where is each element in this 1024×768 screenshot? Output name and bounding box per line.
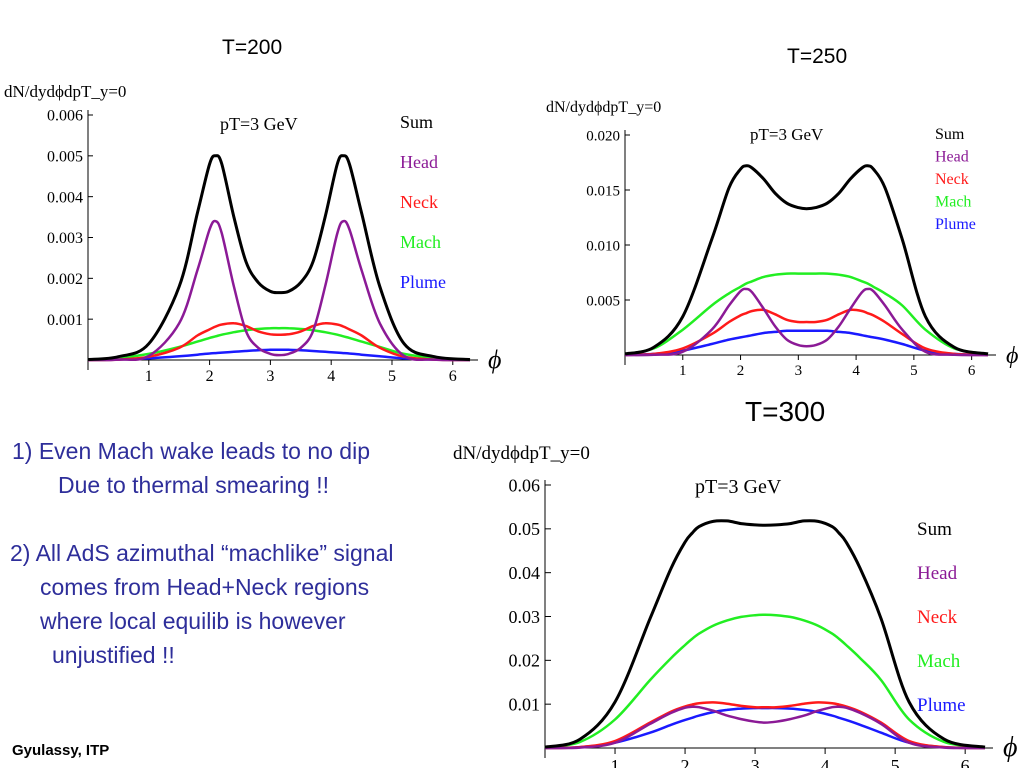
x-tick-label: 6: [449, 368, 457, 385]
legend-entry-sum: Sum: [917, 519, 952, 540]
series-line-sum: [624, 164, 989, 356]
series-line-neck: [624, 308, 989, 357]
legend-entry-head: Head: [917, 563, 958, 584]
chart-t250: 1 2 3 4 5 6 0.005 0.010 0.015 0.020 dN/dydϕdpT_y=0…: [546, 99, 1018, 379]
x-tick-label: 5: [910, 363, 918, 379]
x-tick-label: 3: [266, 368, 274, 385]
x-tick-label: 3: [751, 756, 760, 768]
x-tick-label: 2: [681, 756, 690, 768]
y-tick-label: 0.003: [47, 230, 83, 247]
y-tick-label: 0.01: [509, 694, 541, 714]
note-line-3: 2) All AdS azimuthal “machlike” signal: [10, 540, 394, 566]
note-line-5: where local equilib is however: [40, 608, 346, 634]
y-axis-label: dN/dydϕdpT_y=0: [453, 443, 590, 464]
y-tick-label: 0.015: [586, 183, 620, 199]
x-tick-label: 2: [206, 368, 214, 385]
y-tick-label: 0.001: [47, 312, 83, 329]
x-axis-label: ϕ: [1003, 732, 1018, 763]
x-tick-label: 5: [388, 368, 396, 385]
series-line-plume: [624, 329, 989, 357]
y-tick-label: 0.005: [586, 293, 620, 309]
x-tick-label: 4: [327, 368, 335, 385]
chart-t300: 1 2 3 4 5 6 0.01 0.02 0.03 0.04 0.05 0.06 dN/dydϕdpT…: [453, 443, 1018, 768]
y-tick-label: 0.03: [509, 607, 541, 627]
series-line-mach: [87, 326, 471, 361]
legend-entry-neck: Neck: [935, 171, 969, 188]
legend-entry-mach: Mach: [917, 651, 961, 672]
chart-annotation: pT=3 GeV: [220, 114, 298, 134]
chart-annotation: pT=3 GeV: [750, 125, 824, 144]
note-line-4: comes from Head+Neck regions: [40, 574, 370, 600]
series-line-mach: [624, 272, 989, 356]
legend-entry-plume: Plume: [917, 695, 966, 716]
series-line-head: [544, 705, 986, 750]
x-tick-label: 1: [611, 756, 620, 768]
note-line-1: 1) Even Mach wake leads to no dip: [12, 438, 370, 464]
x-tick-label: 4: [821, 756, 830, 768]
x-tick-label: 4: [852, 363, 860, 379]
chart-annotation: pT=3 GeV: [695, 476, 782, 498]
legend-entry-plume: Plume: [400, 272, 446, 292]
series-line-plume: [87, 348, 471, 362]
y-tick-label: 0.05: [509, 519, 541, 539]
series-line-mach: [544, 613, 986, 749]
legend-entry-neck: Neck: [917, 607, 958, 628]
temperature-label-t300: T=300: [745, 396, 826, 427]
y-tick-label: 0.005: [47, 148, 83, 165]
series-line-head: [87, 219, 471, 362]
y-axis-label: dN/dydϕdpT_y=0: [4, 82, 126, 101]
legend-entry-mach: Mach: [935, 194, 971, 211]
x-tick-label: 6: [961, 756, 970, 768]
x-tick-label: 1: [145, 368, 153, 385]
x-tick-label: 5: [891, 756, 900, 768]
legend-entry-neck: Neck: [400, 192, 438, 212]
note-line-6: unjustified !!: [52, 642, 175, 668]
temperature-label-t200: T=200: [222, 36, 283, 59]
y-tick-label: 0.002: [47, 271, 83, 288]
y-tick-label: 0.020: [586, 128, 620, 144]
y-tick-label: 0.06: [509, 475, 541, 495]
series-line-neck: [87, 321, 471, 362]
x-axis-label: ϕ: [1006, 343, 1018, 369]
x-axis-label: ϕ: [488, 345, 501, 374]
note-line-2: Due to thermal smearing !!: [58, 472, 330, 498]
temperature-label-t250: T=250: [787, 45, 848, 68]
legend-entry-head: Head: [400, 152, 438, 172]
y-tick-label: 0.006: [47, 108, 83, 125]
y-tick-label: 0.04: [509, 563, 541, 583]
y-tick-label: 0.004: [47, 189, 83, 206]
y-tick-label: 0.02: [509, 651, 541, 671]
legend-entry-mach: Mach: [400, 232, 441, 252]
y-tick-label: 0.010: [586, 238, 620, 254]
y-axis-label: dN/dydϕdpT_y=0: [546, 99, 661, 116]
series-line-sum: [87, 154, 471, 362]
x-tick-label: 2: [737, 363, 745, 379]
chart-t200: 1 2 3 4 5 6 0.001 0.002 0.003 0.004 0.005 0.006 dN/d…: [4, 82, 501, 385]
series-line-sum: [544, 519, 986, 749]
x-tick-label: 1: [679, 363, 687, 379]
x-tick-label: 6: [968, 363, 976, 379]
legend-entry-sum: Sum: [935, 126, 965, 143]
series-line-head: [624, 287, 989, 357]
legend-entry-head: Head: [935, 149, 969, 166]
legend-entry-sum: Sum: [400, 112, 433, 132]
legend-entry-plume: Plume: [935, 216, 976, 233]
author-credit: Gyulassy, ITP: [12, 742, 110, 759]
x-tick-label: 3: [795, 363, 803, 379]
